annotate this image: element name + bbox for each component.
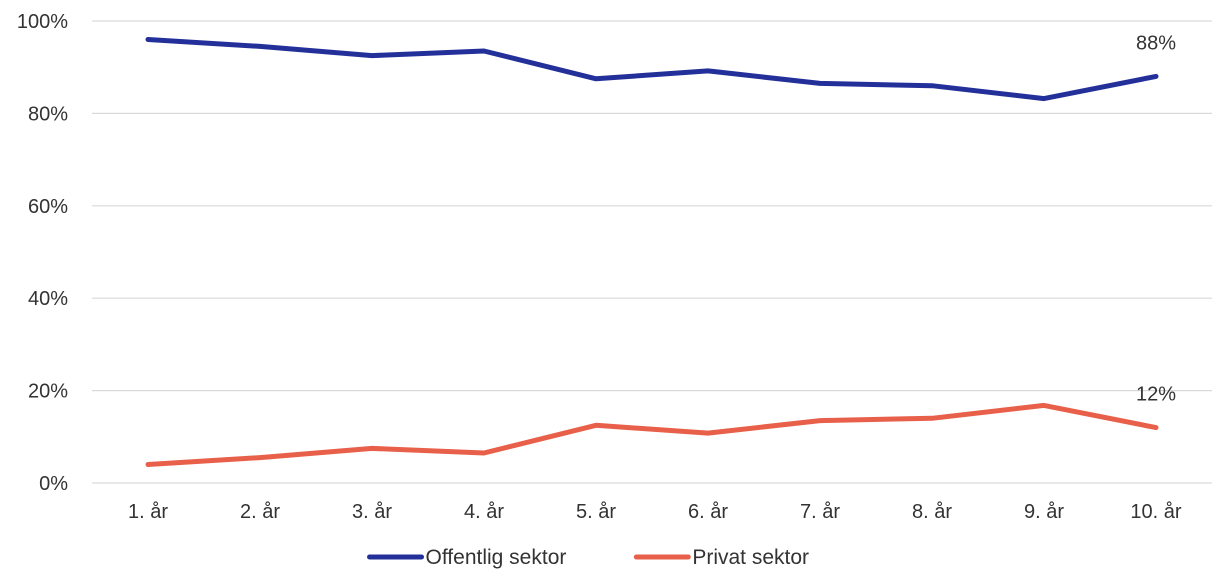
- y-tick-label: 0%: [39, 473, 68, 495]
- series-line-1: [145, 37, 1159, 102]
- y-axis-tick-labels: 0% 20% 40% 60% 80% 100%: [17, 11, 68, 495]
- legend-item: Offentlig sektor: [367, 546, 567, 569]
- y-tick-label: 100%: [17, 11, 68, 33]
- x-tick-label: 6. år: [688, 501, 728, 523]
- gridlines: [92, 20, 1212, 484]
- x-tick-label: 4. år: [464, 501, 504, 523]
- series-lines: [145, 37, 1159, 467]
- series-line-2: [145, 402, 1159, 467]
- x-tick-label: 2. år: [240, 501, 280, 523]
- legend-label: Privat sektor: [692, 546, 809, 569]
- legend-item: Privat sektor: [633, 546, 809, 569]
- y-tick-label: 40%: [28, 288, 68, 310]
- y-tick-label: 80%: [28, 103, 68, 125]
- end-data-label: 88%: [1136, 32, 1176, 54]
- x-tick-label: 3. år: [352, 501, 392, 523]
- y-tick-label: 20%: [28, 381, 68, 403]
- data-labels: 88% 12%: [1136, 32, 1176, 405]
- end-data-label: 12%: [1136, 384, 1176, 406]
- x-tick-label: 8. år: [912, 501, 952, 523]
- x-tick-label: 9. år: [1024, 501, 1064, 523]
- x-tick-label: 10. år: [1130, 501, 1181, 523]
- y-tick-label: 60%: [28, 196, 68, 218]
- x-tick-label: 7. år: [800, 501, 840, 523]
- x-axis-tick-labels: 1. år 2. år 3. år 4. år 5. år 6. år 7. år 8. år…: [128, 501, 1182, 523]
- x-tick-label: 5. år: [576, 501, 616, 523]
- x-tick-label: 1. år: [128, 501, 168, 523]
- legend-label: Offentlig sektor: [426, 546, 567, 569]
- legend: Offentlig sektor Privat sektor: [367, 546, 809, 569]
